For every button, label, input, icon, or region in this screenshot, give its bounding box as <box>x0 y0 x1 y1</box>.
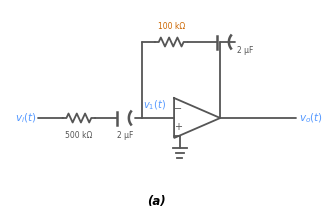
Text: 100 kΩ: 100 kΩ <box>157 22 185 31</box>
Text: 2 μF: 2 μF <box>117 131 133 140</box>
Text: −: − <box>174 104 182 114</box>
Text: $v_o(t)$: $v_o(t)$ <box>299 111 323 125</box>
Text: $v_i(t)$: $v_i(t)$ <box>15 111 37 125</box>
Text: +: + <box>174 122 182 132</box>
Text: 2 μF: 2 μF <box>237 46 253 55</box>
Text: $v_1(t)$: $v_1(t)$ <box>143 98 166 112</box>
Text: (a): (a) <box>147 195 166 208</box>
Text: 500 kΩ: 500 kΩ <box>65 131 93 140</box>
